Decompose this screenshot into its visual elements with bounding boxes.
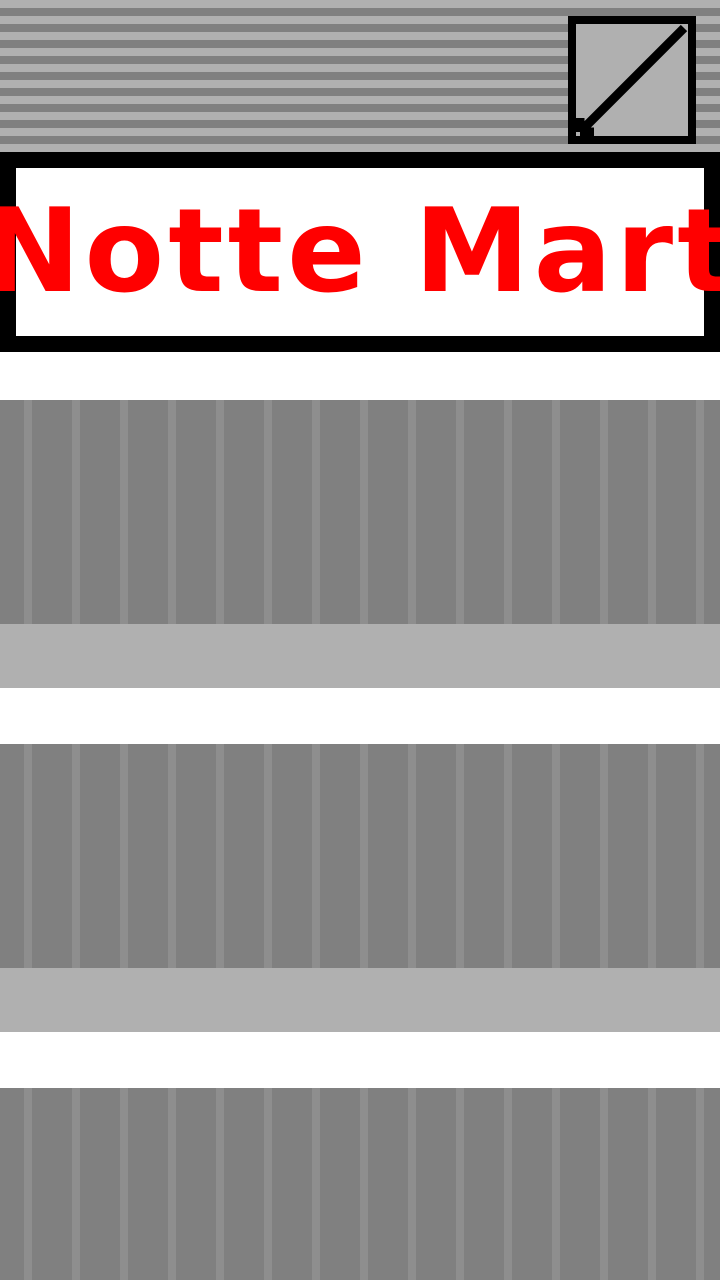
shelf-2 [0,744,720,968]
store-sign: Notte Mart [0,152,720,352]
shelf-ledge-1 [0,624,720,688]
close-button[interactable] [568,16,696,144]
shelf-3 [0,1088,720,1280]
shelf-ledge-2 [0,968,720,1032]
store-name: Notte Mart [0,184,720,319]
close-slash-icon [576,24,688,136]
shelf-1 [0,400,720,624]
